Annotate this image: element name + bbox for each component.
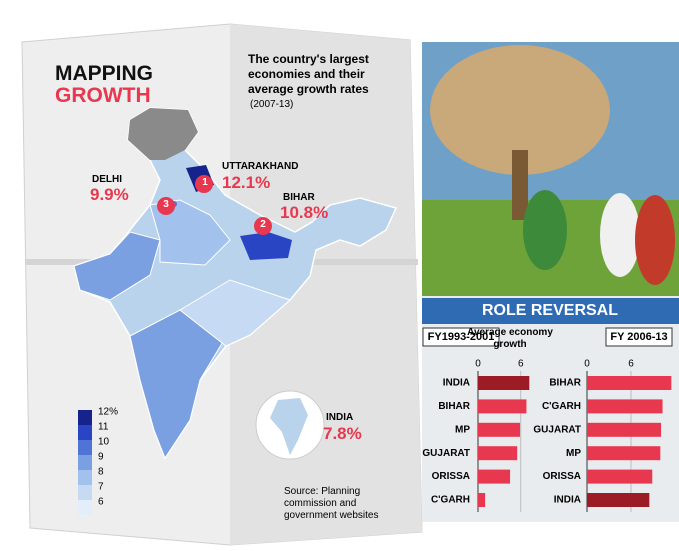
legend-label: 7 (98, 482, 104, 493)
bar (478, 422, 521, 437)
category-label: MP (455, 424, 470, 435)
bar (587, 422, 662, 437)
panel-header (422, 298, 679, 324)
bar (587, 399, 663, 414)
x-tick-label: 0 (584, 359, 590, 370)
category-label: GUJARAT (533, 424, 581, 435)
photo-tree (430, 45, 610, 175)
callout-value: 12.1% (222, 173, 271, 192)
legend-label: 10 (98, 437, 110, 448)
chart-title: FY1993-2001 (428, 331, 495, 343)
bar (587, 469, 653, 484)
callout-value: 9.9% (90, 185, 129, 204)
category-label: MP (566, 448, 581, 459)
x-tick-label: 0 (475, 359, 481, 370)
bar (587, 376, 672, 390)
bar (478, 469, 511, 484)
chart-title-box (605, 327, 673, 347)
legend-swatch (78, 500, 92, 515)
callout-state: DELHI (92, 174, 122, 185)
category-label: BIHAR (549, 378, 581, 389)
x-tick-label: 6 (628, 359, 634, 370)
legend-swatch (78, 485, 92, 500)
inset-map (270, 398, 308, 455)
pin (254, 217, 272, 235)
legend-swatch (78, 440, 92, 455)
category-label: BIHAR (438, 401, 470, 412)
category-label: ORISSA (543, 471, 581, 482)
x-tick-label: 6 (518, 359, 524, 370)
category-label: INDIA (443, 378, 470, 389)
bar (587, 446, 661, 461)
legend-swatch (78, 455, 92, 470)
map-bihar (240, 232, 292, 260)
bar (478, 493, 486, 507)
photo-person (600, 193, 640, 277)
bar (587, 493, 650, 507)
chart-title-box (422, 327, 500, 347)
national-value: 7.8% (323, 424, 362, 443)
legend-label: 8 (98, 467, 104, 478)
pin-number: 1 (202, 177, 208, 188)
source: Source: Planning commission and governme… (284, 486, 379, 521)
map-region (149, 199, 231, 266)
pin-number: 2 (260, 219, 266, 230)
callout-value: 10.8% (280, 203, 329, 222)
photo-person (523, 190, 567, 270)
map-region (179, 279, 291, 347)
pin (195, 175, 213, 193)
photo-person (635, 195, 675, 285)
callout-state: UTTARAKHAND (222, 161, 299, 172)
legend-swatch (78, 425, 92, 440)
map-title: MAPPING (55, 62, 154, 85)
legend-swatch (78, 470, 92, 485)
photo-trunk (512, 150, 528, 220)
map-title: GROWTH (55, 84, 151, 107)
axis-title: Average economy growth (467, 327, 553, 350)
legend-label: 12% (98, 407, 118, 418)
category-label: ORISSA (432, 471, 470, 482)
category-label: C'GARH (431, 495, 470, 506)
panel-title: ROLE REVERSAL (482, 302, 618, 319)
category-label: C'GARH (542, 401, 581, 412)
map-region (73, 231, 161, 301)
legend-label: 11 (98, 422, 109, 433)
legend-label: 9 (98, 452, 104, 463)
map-north (128, 108, 198, 160)
legend-label: 6 (98, 497, 104, 508)
chart-title: FY 2006-13 (610, 331, 667, 343)
map-subtitle: The country's largest economies and thei… (248, 52, 369, 96)
category-label: GUJARAT (422, 448, 470, 459)
callout-state: BIHAR (283, 192, 315, 203)
pin-number: 3 (163, 199, 169, 210)
bar (478, 376, 530, 390)
bar (478, 446, 518, 461)
category-label: INDIA (554, 495, 581, 506)
pin (157, 197, 175, 215)
map-period: (2007-13) (250, 99, 294, 110)
bar (478, 399, 527, 414)
legend-swatch (78, 410, 92, 425)
national-label: INDIA (326, 412, 354, 423)
